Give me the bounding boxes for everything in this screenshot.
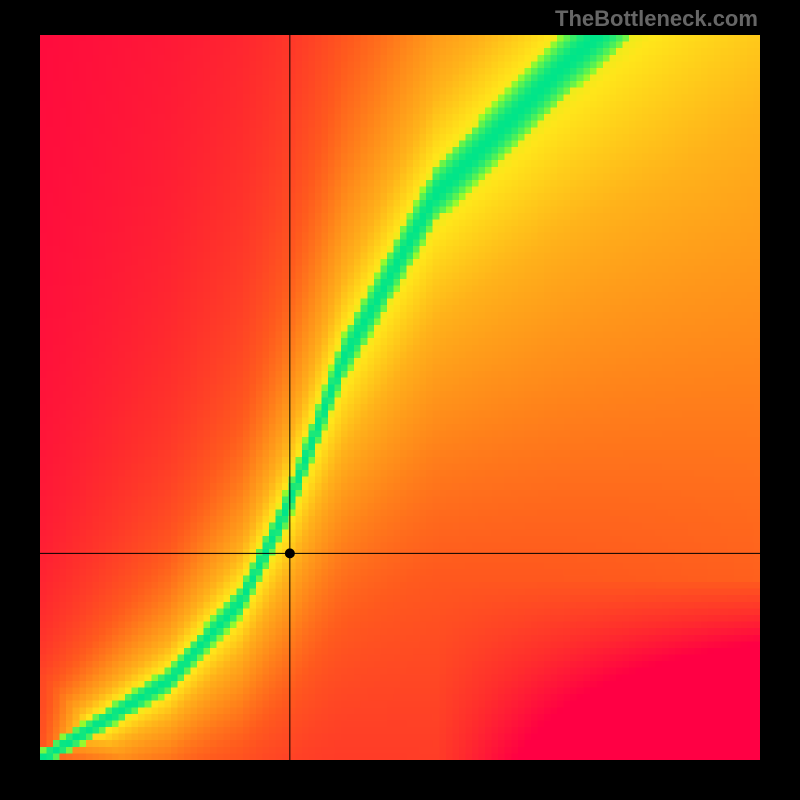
watermark-text: TheBottleneck.com xyxy=(555,6,758,32)
bottleneck-heatmap xyxy=(40,35,760,760)
chart-container: TheBottleneck.com xyxy=(0,0,800,800)
